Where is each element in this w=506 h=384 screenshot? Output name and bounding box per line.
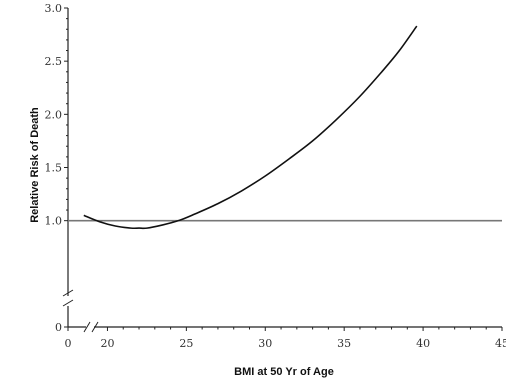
y-tick-label-3: 2.0 — [45, 108, 63, 121]
x-axis-break-mark — [83, 321, 99, 333]
y-tick-label-4: 2.5 — [45, 55, 63, 68]
series-line-0 — [83, 25, 418, 230]
y-tick-label-0: 0 — [55, 321, 62, 334]
x-tick-label-2: 25 — [179, 337, 193, 350]
x-tick-label-4: 35 — [337, 337, 351, 350]
axes — [62, 8, 502, 333]
x-tick-label-6: 45 — [495, 337, 506, 350]
x-tick-label-0: 0 — [65, 337, 72, 350]
x-tick-label-5: 40 — [416, 337, 430, 350]
y-axis-break-mark — [62, 289, 74, 307]
y-tick-label-2: 1.5 — [45, 162, 63, 175]
x-tick-label-3: 30 — [258, 337, 272, 350]
ticks: 0 1.0 1.5 2.0 2.5 3.0 0 20 25 30 35 40 45 — [45, 2, 506, 350]
x-axis-title: BMI at 50 Yr of Age — [234, 366, 334, 378]
plot-area — [68, 25, 502, 230]
x-tick-label-1: 20 — [100, 337, 114, 350]
y-tick-label-5: 3.0 — [45, 2, 63, 15]
y-axis-title: Relative Risk of Death — [29, 107, 41, 223]
y-tick-label-1: 1.0 — [45, 215, 63, 228]
